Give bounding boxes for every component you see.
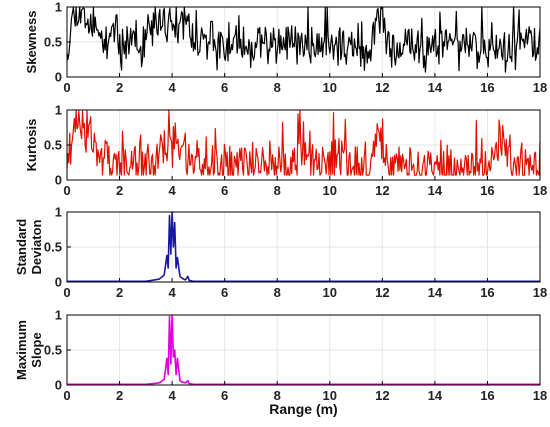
x-tick-label: 8: [274, 388, 281, 403]
y-tick-label: 0: [55, 70, 62, 85]
y-tick-label: 0.5: [44, 138, 62, 153]
x-tick-label: 12: [375, 183, 389, 198]
x-tick-label: 12: [375, 285, 389, 300]
x-tick-label: 2: [116, 80, 123, 95]
series-line-1: [66, 109, 541, 176]
x-tick-label: 4: [168, 183, 176, 198]
y-axis-label: Kurtosis: [24, 119, 39, 172]
x-tick-label: 18: [533, 183, 547, 198]
x-tick-label: 10: [323, 388, 337, 403]
y-tick-label: 1: [55, 308, 62, 323]
y-tick-label: 0.5: [44, 343, 62, 358]
x-tick-label: 12: [375, 388, 389, 403]
x-tick-label: 14: [428, 80, 443, 95]
x-tick-label: 4: [168, 388, 176, 403]
x-tick-label: 2: [116, 285, 123, 300]
x-tick-label: 4: [168, 285, 176, 300]
y-tick-label: 1: [55, 103, 62, 118]
x-tick-label: 8: [274, 80, 281, 95]
x-tick-label: 8: [274, 183, 281, 198]
series-line-1: [66, 6, 541, 73]
x-tick-label: 6: [221, 183, 228, 198]
x-tick-label: 2: [116, 388, 123, 403]
series-line-1: [67, 211, 540, 283]
x-tick-label: 14: [428, 388, 443, 403]
y-axis-label: Deviaton: [29, 219, 44, 274]
y-tick-label: 1: [55, 205, 62, 220]
x-tick-label: 14: [428, 183, 443, 198]
y-tick-label: 0: [55, 378, 62, 393]
y-axis-label: Skewness: [24, 11, 39, 74]
subplot-4: 0 2 4 6 8 10 12 14 16 18 0 0.5 1 Maximum Slope Range (m…: [14, 308, 547, 418]
y-tick-label: 0: [55, 275, 62, 290]
x-tick-label: 4: [168, 80, 176, 95]
x-tick-label: 0: [63, 80, 70, 95]
x-tick-label: 0: [63, 388, 70, 403]
x-tick-label: 14: [428, 285, 443, 300]
subplot-1: 0 2 4 6 8 10 12 14 16 18 0 0.5 1 Skewness: [24, 0, 547, 95]
x-tick-label: 12: [375, 80, 389, 95]
x-tick-label: 6: [221, 388, 228, 403]
x-tick-label: 18: [533, 388, 547, 403]
x-tick-label: 16: [480, 285, 494, 300]
subplot-3: 0 2 4 6 8 10 12 14 16 18 0 0.5 1 Standard Deviaton: [14, 205, 547, 301]
x-tick-label: 8: [274, 285, 281, 300]
x-tick-label: 10: [323, 285, 337, 300]
subplot-2: 0 2 4 6 8 10 12 14 16 18 0 0.5 1 Kurtosis: [24, 103, 547, 199]
x-tick-label: 16: [480, 388, 494, 403]
y-axis-label: Maximum: [14, 320, 29, 380]
x-tick-label: 0: [63, 183, 70, 198]
y-axis-label: Slope: [29, 332, 44, 367]
x-tick-label: 2: [116, 183, 123, 198]
x-tick-label: 18: [533, 285, 547, 300]
x-tick-label: 18: [533, 80, 547, 95]
y-tick-label: 1: [55, 0, 62, 15]
y-tick-label: 0: [55, 173, 62, 188]
series-line-1: [67, 314, 540, 386]
y-tick-label: 0.5: [44, 240, 62, 255]
x-tick-label: 6: [221, 80, 228, 95]
x-tick-label: 10: [323, 80, 337, 95]
x-tick-label: 16: [480, 183, 494, 198]
y-axis-label: Standard: [14, 219, 29, 275]
y-tick-label: 0.5: [44, 35, 62, 50]
x-tick-label: 6: [221, 285, 228, 300]
x-tick-label: 16: [480, 80, 494, 95]
x-tick-label: 10: [323, 183, 337, 198]
x-axis-label: Range (m): [269, 401, 337, 417]
x-tick-label: 0: [63, 285, 70, 300]
